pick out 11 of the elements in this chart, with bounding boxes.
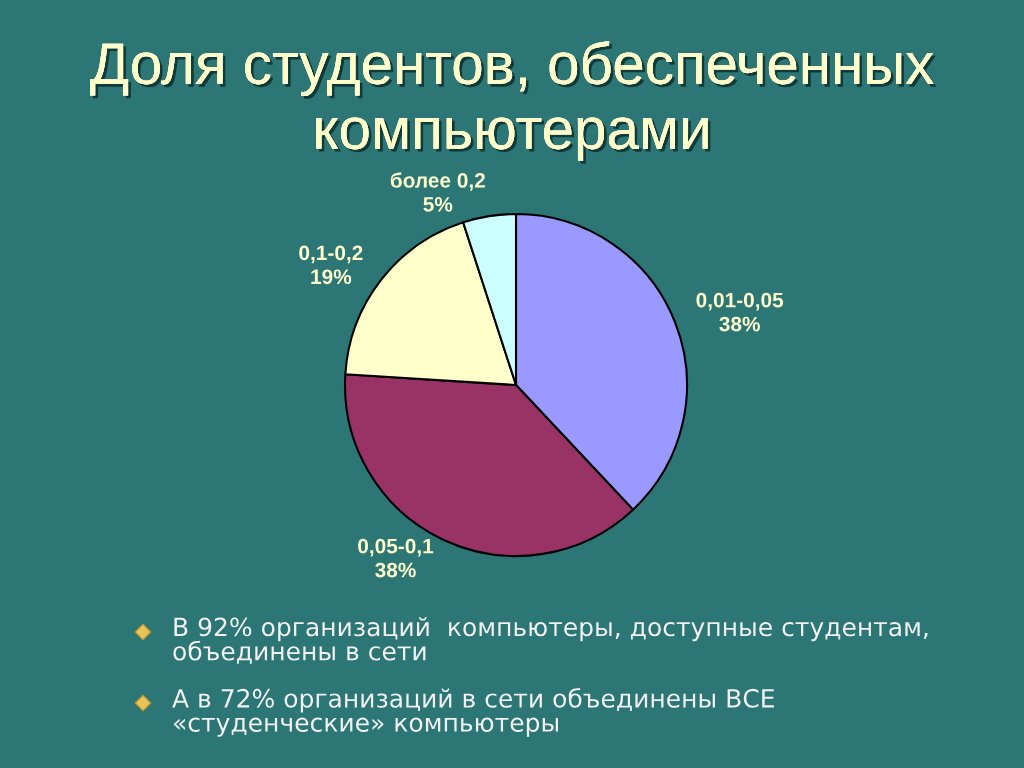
slice-label: более 0,2 — [390, 172, 485, 191]
slice-label: 0,05-0,1 — [358, 538, 434, 557]
text: А в 72% организаций в сети объединены ВСЕ «студенческие» компьютеры — [172, 688, 774, 737]
text: В 92% организаций компьютеры, доступные студентам, объединены в сети — [173, 617, 928, 664]
data-label: 19% — [311, 269, 352, 285]
slice-label: 0,01-0,05 — [696, 292, 784, 311]
data-label: 5% — [423, 197, 453, 212]
chart-title: Доля студентов, обеспеченных компьютерами — [90, 41, 937, 164]
slice-label: 0,1-0,2 — [299, 245, 363, 264]
data-label: 38% — [375, 562, 416, 578]
data-label: 38% — [719, 316, 760, 332]
